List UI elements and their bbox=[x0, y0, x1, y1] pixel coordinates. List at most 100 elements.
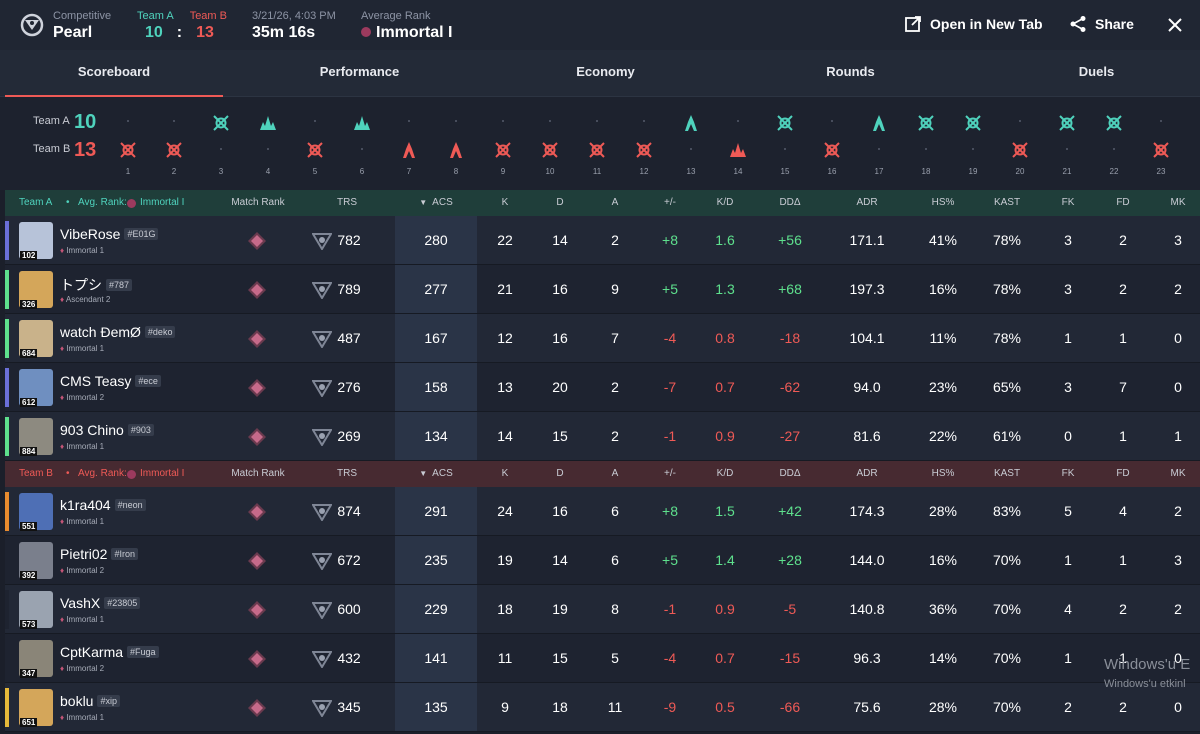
round-elim-icon[interactable] bbox=[823, 141, 841, 159]
column-header-d[interactable]: D bbox=[520, 190, 600, 216]
column-header-a[interactable]: A bbox=[575, 190, 655, 216]
column-header-a[interactable]: A bbox=[575, 461, 655, 487]
tab-rounds[interactable]: Rounds bbox=[826, 64, 875, 79]
stat-acs: 291 bbox=[424, 503, 448, 519]
player-row[interactable]: 551 k1ra404 #neon ♦ Immortal 1 874 291 24 16 6 +8… bbox=[5, 487, 1200, 536]
column-header-hs[interactable]: HS% bbox=[903, 461, 983, 487]
column-header-k[interactable]: K bbox=[465, 190, 545, 216]
column-header-mk[interactable]: MK bbox=[1138, 190, 1200, 216]
stat-trs: 874 bbox=[337, 503, 361, 519]
rank-icon: ♦ bbox=[60, 295, 66, 304]
player-name[interactable]: 903 Chino bbox=[60, 422, 124, 438]
column-label: TRS bbox=[337, 197, 357, 208]
round-elim-icon[interactable] bbox=[306, 141, 324, 159]
player-row[interactable]: 347 CptKarma #Fuga ♦ Immortal 2 432 141 11 15 5-… bbox=[5, 634, 1200, 683]
stat-adr: 94.0 bbox=[853, 379, 881, 395]
round-elim-icon[interactable] bbox=[494, 141, 512, 159]
player-row[interactable]: 684 watch ÐemØ #deko ♦ Immortal 1 487 167 12 16… bbox=[5, 314, 1200, 363]
round-elim-icon[interactable] bbox=[964, 114, 982, 132]
open-new-tab-button[interactable]: Open in New Tab bbox=[904, 15, 1043, 33]
column-header-mr[interactable]: Match Rank bbox=[218, 461, 298, 487]
column-header-adr[interactable]: ADR bbox=[827, 190, 907, 216]
round-spike-icon[interactable] bbox=[353, 114, 371, 132]
match-rank-icon bbox=[248, 601, 266, 619]
column-label: KAST bbox=[993, 197, 1021, 208]
player-name[interactable]: k1ra404 bbox=[60, 497, 111, 513]
round-spike-icon[interactable] bbox=[259, 114, 277, 132]
column-header-kd[interactable]: K/D bbox=[685, 461, 765, 487]
round-elim-icon[interactable] bbox=[1011, 141, 1029, 159]
player-row[interactable]: 326 トプシ #787 ♦ Ascendant 2 789 277 21 16 9 +5 1.3 +… bbox=[5, 265, 1200, 314]
round-elim-icon[interactable] bbox=[588, 141, 606, 159]
time-group: 3/21/26, 4:03 PM 35m 16s bbox=[252, 10, 336, 43]
tab-duels[interactable]: Duels bbox=[1078, 64, 1115, 79]
round-elim-icon[interactable] bbox=[776, 114, 794, 132]
round-elim-icon[interactable] bbox=[635, 141, 653, 159]
player-name[interactable]: VibeRose bbox=[60, 226, 121, 242]
app-logo-icon bbox=[20, 13, 44, 37]
tab-performance[interactable]: Performance bbox=[319, 64, 400, 79]
tab-economy[interactable]: Economy bbox=[576, 64, 635, 79]
column-header-trs[interactable]: TRS bbox=[307, 190, 387, 216]
column-header-adr[interactable]: ADR bbox=[827, 461, 907, 487]
tab-scoreboard[interactable]: Scoreboard bbox=[5, 50, 223, 97]
round-elim-icon[interactable] bbox=[119, 141, 137, 159]
player-rank: Immortal 2 bbox=[66, 393, 105, 402]
column-header-mr[interactable]: Match Rank bbox=[218, 190, 298, 216]
player-name[interactable]: CptKarma bbox=[60, 644, 124, 660]
player-row[interactable]: 884 903 Chino #903 ♦ Immortal 1 269 134 14 15 2 -… bbox=[5, 412, 1200, 461]
column-header-hs[interactable]: HS% bbox=[903, 190, 983, 216]
column-header-fk[interactable]: FK bbox=[1028, 461, 1108, 487]
player-name[interactable]: VashX bbox=[60, 595, 101, 611]
player-row[interactable]: 392 Pietri02 #Iron ♦ Immortal 2 672 235 19 14 6 +… bbox=[5, 536, 1200, 585]
column-header-fd[interactable]: FD bbox=[1083, 461, 1163, 487]
round-defuse-icon[interactable] bbox=[870, 114, 888, 132]
column-header-kd[interactable]: K/D bbox=[685, 190, 765, 216]
round-elim-icon[interactable] bbox=[165, 141, 183, 159]
column-header-acs[interactable]: ▼ ACS bbox=[396, 461, 476, 487]
round-elim-icon[interactable] bbox=[1152, 141, 1170, 159]
round-elim-icon[interactable] bbox=[1058, 114, 1076, 132]
player-name[interactable]: boklu bbox=[60, 693, 94, 709]
column-header-pm[interactable]: +/- bbox=[630, 190, 710, 216]
player-name[interactable]: CMS Teasy bbox=[60, 373, 132, 389]
column-header-ddd[interactable]: DDΔ bbox=[750, 461, 830, 487]
player-name[interactable]: Pietri02 bbox=[60, 546, 108, 562]
player-row[interactable]: 573 VashX #23805 ♦ Immortal 1 600 229 18 19 8 -1 0… bbox=[5, 585, 1200, 634]
stat-a: 6 bbox=[611, 503, 619, 519]
share-button[interactable]: Share bbox=[1069, 15, 1134, 33]
column-header-acs[interactable]: ▼ ACS bbox=[396, 190, 476, 216]
team-a-label: Team A bbox=[137, 10, 174, 22]
close-icon[interactable] bbox=[1168, 18, 1182, 32]
round-elim-icon[interactable] bbox=[212, 114, 230, 132]
player-row[interactable]: 651 boklu #xip ♦ Immortal 1 345 135 9 18 11 -9 0.5… bbox=[5, 683, 1200, 732]
player-color-bar bbox=[5, 541, 9, 580]
round-defuse-icon[interactable] bbox=[447, 141, 465, 159]
column-header-fd[interactable]: FD bbox=[1083, 190, 1163, 216]
round-spike-icon[interactable] bbox=[729, 141, 747, 159]
player-name[interactable]: トプシ bbox=[60, 277, 102, 293]
column-header-fk[interactable]: FK bbox=[1028, 190, 1108, 216]
column-header-mk[interactable]: MK bbox=[1138, 461, 1200, 487]
round-elim-icon[interactable] bbox=[917, 114, 935, 132]
stat-adr: 144.0 bbox=[849, 552, 885, 568]
column-header-ddd[interactable]: DDΔ bbox=[750, 190, 830, 216]
round-defuse-icon[interactable] bbox=[682, 114, 700, 132]
player-row[interactable]: 102 VibeRose #E01G ♦ Immortal 1 782 280 22 14 2 +… bbox=[5, 216, 1200, 265]
column-label: MK bbox=[1170, 197, 1186, 208]
round-elim-icon[interactable] bbox=[541, 141, 559, 159]
round-defuse-icon[interactable] bbox=[400, 141, 418, 159]
column-header-pm[interactable]: +/- bbox=[630, 461, 710, 487]
column-header-k[interactable]: K bbox=[465, 461, 545, 487]
player-name[interactable]: watch ÐemØ bbox=[60, 324, 141, 340]
column-header-d[interactable]: D bbox=[520, 461, 600, 487]
column-header-kast[interactable]: KAST bbox=[967, 190, 1047, 216]
column-header-trs[interactable]: TRS bbox=[307, 461, 387, 487]
round-empty-dot bbox=[127, 120, 129, 122]
player-tag: #E01G bbox=[124, 228, 159, 240]
column-header-kast[interactable]: KAST bbox=[967, 461, 1047, 487]
round-elim-icon[interactable] bbox=[1105, 114, 1123, 132]
stat-k: 9 bbox=[501, 699, 509, 715]
player-row[interactable]: 612 CMS Teasy #ece ♦ Immortal 2 276 158 13 20 2 -… bbox=[5, 363, 1200, 412]
stat-d: 18 bbox=[552, 699, 568, 715]
